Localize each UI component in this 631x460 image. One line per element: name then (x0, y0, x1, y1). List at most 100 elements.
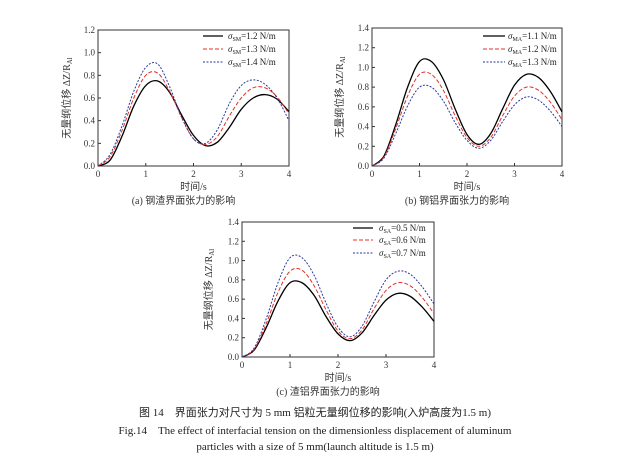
legend-value: =1.3 N/m (522, 57, 557, 67)
legend-subscript: MA (512, 63, 522, 69)
y-axis-label-sub: Al (339, 56, 347, 63)
series-line-2 (241, 267, 435, 358)
y-tick-label: 0.2 (84, 138, 95, 148)
legend-value: =1.4 N/m (241, 57, 276, 67)
x-axis-label: 时间/s (180, 180, 207, 193)
y-tick-label: 1.4 (228, 217, 240, 227)
x-tick-label: 2 (191, 169, 196, 179)
legend-symbol: σ (508, 31, 513, 41)
y-tick-label: 0.6 (358, 102, 370, 112)
x-tick-label: 1 (288, 360, 293, 370)
legend-symbol: σ (379, 223, 384, 233)
y-axis-label-main: 无量纲位移 ΔZ/R (60, 64, 73, 139)
legend-entry: σSM=1.3 N/m (228, 44, 276, 56)
y-tick-label: 0.8 (228, 275, 240, 285)
x-tick-label: 3 (239, 169, 244, 179)
y-tick-label: 0.4 (84, 116, 96, 126)
y-tick-label: 0.6 (228, 294, 240, 304)
x-tick-label: 4 (287, 169, 292, 179)
y-axis-label-main: 无量纲位移 ΔZ/R (333, 63, 346, 138)
legend-symbol: σ (228, 57, 233, 67)
legend-symbol: σ (228, 44, 233, 54)
legend-subscript: MA (512, 50, 522, 56)
y-tick-label: 1.2 (84, 25, 95, 35)
legend-subscript: SM (232, 63, 241, 69)
legend-entry: σMA=1.3 N/m (508, 57, 557, 69)
y-tick-label: 1.2 (228, 236, 239, 246)
x-tick-label: 3 (384, 360, 389, 370)
legend-symbol: σ (508, 57, 513, 67)
caption-en-line1: Fig.14 The effect of interfacial tension… (119, 425, 512, 437)
legend-value: =0.5 N/m (391, 223, 426, 233)
y-tick-label: 0.0 (84, 161, 96, 171)
chart-a: 0 1 2 3 4 0.0 0.2 0.4 0.6 0.8 1.0 1.2 时间/s 无量纲位移 ΔZ/R… (60, 25, 292, 207)
legend-subscript: SM (232, 37, 241, 43)
legend-symbol: σ (379, 248, 384, 258)
y-axis-label-sub: Al (66, 57, 74, 64)
legend-entry: σSA=0.7 N/m (379, 248, 426, 260)
legend-value: =1.2 N/m (522, 44, 557, 54)
series-line-3 (97, 61, 290, 167)
subcaption: (b) 钢铝界面张力的影响 (405, 194, 509, 207)
x-tick-label: 4 (560, 169, 565, 179)
legend-subscript: SA (383, 229, 391, 235)
y-tick-label: 1.2 (358, 43, 369, 53)
x-tick-label: 0 (240, 360, 245, 370)
legend-value: =0.6 N/m (391, 235, 426, 245)
x-tick-label: 1 (417, 169, 422, 179)
x-tick-label: 2 (336, 360, 341, 370)
y-tick-label: 1.4 (358, 23, 370, 33)
chart-c: 0 1 2 3 4 0.0 0.2 0.4 0.6 0.8 1.0 1.2 1.4 时间/s 无量纲位移 Δ… (202, 217, 437, 398)
subcaption: (c) 渣铝界面张力的影响 (276, 385, 380, 398)
series-line-1 (97, 79, 290, 167)
y-tick-label: 1.0 (84, 48, 96, 58)
legend-entry: σMA=1.2 N/m (508, 44, 557, 56)
series-line-3 (371, 84, 563, 167)
x-tick-label: 2 (465, 169, 470, 179)
legend-subscript: MA (512, 37, 522, 43)
series-line-2 (97, 71, 290, 167)
series-line-1 (371, 58, 563, 167)
legend-symbol: σ (379, 235, 384, 245)
x-axis-label: 时间/s (454, 180, 481, 193)
y-axis-label-main: 无量纲位移 ΔZ/R (202, 255, 215, 330)
legend-subscript: SA (383, 241, 391, 247)
y-tick-label: 0.8 (84, 70, 96, 80)
series-line-3 (241, 254, 435, 358)
legend-value: =0.7 N/m (391, 248, 426, 258)
y-tick-label: 0.0 (358, 161, 370, 171)
legend-subscript: SM (232, 50, 241, 56)
y-tick-label: 0.4 (228, 313, 240, 323)
y-tick-label: 0.0 (228, 352, 240, 362)
series-line-1 (241, 280, 435, 358)
y-axis-label-sub: Al (208, 249, 216, 256)
series-line-2 (371, 71, 563, 167)
caption-en-line2: particles with a size of 5 mm(launch alt… (196, 441, 434, 453)
legend-entry: σSA=0.6 N/m (379, 235, 426, 247)
y-axis-label: 无量纲位移 ΔZ/RAl (333, 56, 347, 138)
y-tick-label: 1.0 (228, 256, 240, 266)
subcaption: (a) 钢渣界面张力的影响 (132, 194, 236, 207)
x-tick-label: 0 (96, 169, 101, 179)
y-axis-label: 无量纲位移 ΔZ/RAl (202, 249, 216, 331)
legend-value: =1.3 N/m (241, 44, 276, 54)
y-tick-label: 0.2 (228, 333, 239, 343)
x-axis-label: 时间/s (325, 371, 352, 384)
x-tick-label: 1 (144, 169, 149, 179)
caption-cn: 图 14 界面张力对尺寸为 5 mm 铝粒无量纲位移的影响(入炉高度为1.5 m… (139, 405, 491, 419)
legend-entry: σSM=1.2 N/m (228, 31, 276, 43)
legend-symbol: σ (228, 31, 233, 41)
y-tick-label: 0.8 (358, 82, 370, 92)
x-tick-label: 0 (370, 169, 375, 179)
legend-entry: σSA=0.5 N/m (379, 223, 426, 235)
legend-entry: σSM=1.4 N/m (228, 57, 276, 69)
legend-value: =1.2 N/m (241, 31, 276, 41)
x-tick-label: 4 (432, 360, 437, 370)
legend-symbol: σ (508, 44, 513, 54)
y-tick-label: 0.6 (84, 93, 96, 103)
y-axis-label: 无量纲位移 ΔZ/RAl (60, 57, 74, 139)
y-tick-label: 0.4 (358, 122, 370, 132)
legend-subscript: SA (383, 254, 391, 260)
legend-entry: σMA=1.1 N/m (508, 31, 557, 43)
